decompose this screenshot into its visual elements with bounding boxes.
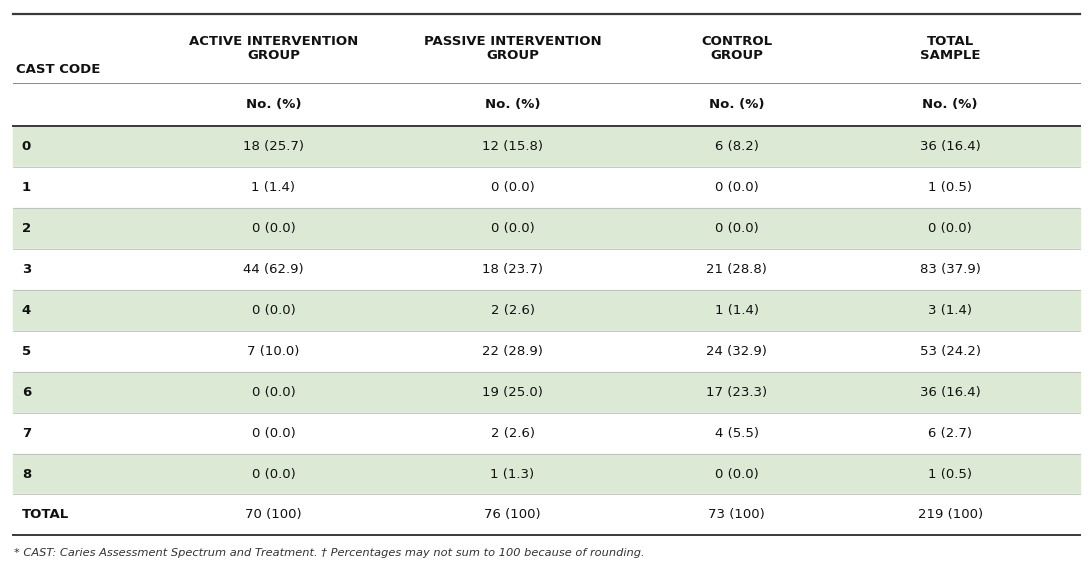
Text: 1 (0.5): 1 (0.5) bbox=[928, 181, 972, 194]
Bar bbox=[13, 494, 1080, 535]
Text: 1 (1.3): 1 (1.3) bbox=[490, 467, 535, 481]
Text: 1: 1 bbox=[22, 181, 30, 194]
Bar bbox=[13, 83, 1080, 126]
Text: 7: 7 bbox=[22, 426, 30, 440]
Text: No. (%): No. (%) bbox=[246, 98, 302, 111]
Text: 0 (0.0): 0 (0.0) bbox=[714, 222, 759, 235]
Text: 4: 4 bbox=[22, 304, 30, 317]
Text: 1 (0.5): 1 (0.5) bbox=[928, 467, 972, 481]
Text: 7 (10.0): 7 (10.0) bbox=[247, 344, 299, 358]
Text: 24 (32.9): 24 (32.9) bbox=[706, 344, 767, 358]
Text: No. (%): No. (%) bbox=[485, 98, 540, 111]
Text: 2: 2 bbox=[22, 222, 30, 235]
Text: 73 (100): 73 (100) bbox=[708, 508, 764, 522]
Text: 44 (62.9): 44 (62.9) bbox=[243, 263, 304, 276]
Bar bbox=[13, 290, 1080, 331]
Text: 36 (16.4): 36 (16.4) bbox=[920, 385, 980, 399]
Text: 0 (0.0): 0 (0.0) bbox=[714, 467, 759, 481]
Text: 5: 5 bbox=[22, 344, 30, 358]
Text: 6 (2.7): 6 (2.7) bbox=[928, 426, 972, 440]
Text: 0 (0.0): 0 (0.0) bbox=[491, 222, 535, 235]
Text: 12 (15.8): 12 (15.8) bbox=[482, 140, 543, 153]
Text: 0 (0.0): 0 (0.0) bbox=[714, 181, 759, 194]
Text: 219 (100): 219 (100) bbox=[918, 508, 982, 522]
Bar bbox=[13, 14, 1080, 83]
Text: 6 (8.2): 6 (8.2) bbox=[714, 140, 759, 153]
Text: 36 (16.4): 36 (16.4) bbox=[920, 140, 980, 153]
Text: ACTIVE INTERVENTION
GROUP: ACTIVE INTERVENTION GROUP bbox=[188, 35, 358, 62]
Text: 4 (5.5): 4 (5.5) bbox=[714, 426, 759, 440]
Text: 0 (0.0): 0 (0.0) bbox=[252, 304, 295, 317]
Bar bbox=[13, 249, 1080, 290]
Text: 70 (100): 70 (100) bbox=[245, 508, 302, 522]
Text: 0 (0.0): 0 (0.0) bbox=[491, 181, 535, 194]
Text: CAST CODE: CAST CODE bbox=[16, 62, 100, 76]
Text: 18 (23.7): 18 (23.7) bbox=[482, 263, 543, 276]
Text: TOTAL: TOTAL bbox=[22, 508, 69, 522]
Text: 18 (25.7): 18 (25.7) bbox=[243, 140, 304, 153]
Text: 0: 0 bbox=[22, 140, 30, 153]
Text: 8: 8 bbox=[22, 467, 30, 481]
Bar bbox=[13, 331, 1080, 372]
Text: 83 (37.9): 83 (37.9) bbox=[919, 263, 980, 276]
Text: 19 (25.0): 19 (25.0) bbox=[482, 385, 543, 399]
Bar bbox=[13, 167, 1080, 208]
Bar bbox=[13, 126, 1080, 167]
Text: 2 (2.6): 2 (2.6) bbox=[490, 426, 535, 440]
Text: 53 (24.2): 53 (24.2) bbox=[919, 344, 980, 358]
Text: 6: 6 bbox=[22, 385, 30, 399]
Text: 0 (0.0): 0 (0.0) bbox=[252, 426, 295, 440]
Bar bbox=[13, 372, 1080, 413]
Text: 0 (0.0): 0 (0.0) bbox=[928, 222, 972, 235]
Text: 3: 3 bbox=[22, 263, 30, 276]
Text: 1 (1.4): 1 (1.4) bbox=[714, 304, 759, 317]
Text: TOTAL
SAMPLE: TOTAL SAMPLE bbox=[920, 35, 980, 62]
Text: 1 (1.4): 1 (1.4) bbox=[252, 181, 295, 194]
Text: 76 (100): 76 (100) bbox=[485, 508, 541, 522]
Text: No. (%): No. (%) bbox=[922, 98, 978, 111]
Text: 0 (0.0): 0 (0.0) bbox=[252, 385, 295, 399]
Text: 22 (28.9): 22 (28.9) bbox=[482, 344, 543, 358]
Bar bbox=[13, 413, 1080, 454]
Text: 0 (0.0): 0 (0.0) bbox=[252, 222, 295, 235]
Text: 3 (1.4): 3 (1.4) bbox=[928, 304, 972, 317]
Text: 17 (23.3): 17 (23.3) bbox=[706, 385, 768, 399]
Bar bbox=[13, 208, 1080, 249]
Text: No. (%): No. (%) bbox=[709, 98, 764, 111]
Text: * CAST: Caries Assessment Spectrum and Treatment. † Percentages may not sum to 1: * CAST: Caries Assessment Spectrum and T… bbox=[14, 548, 645, 558]
Text: 2 (2.6): 2 (2.6) bbox=[490, 304, 535, 317]
Text: 0 (0.0): 0 (0.0) bbox=[252, 467, 295, 481]
Bar bbox=[13, 454, 1080, 494]
Text: PASSIVE INTERVENTION
GROUP: PASSIVE INTERVENTION GROUP bbox=[424, 35, 601, 62]
Text: 21 (28.8): 21 (28.8) bbox=[706, 263, 767, 276]
Text: CONTROL
GROUP: CONTROL GROUP bbox=[701, 35, 772, 62]
